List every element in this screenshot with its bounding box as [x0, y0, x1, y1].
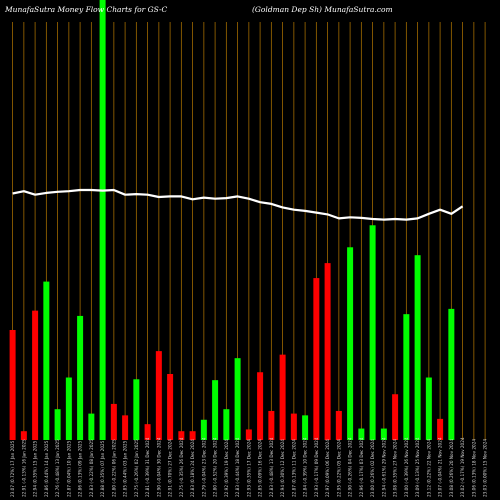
flow-bar [110, 403, 117, 440]
x-tick-label: 22.85 (0.09%) 16 Dec 2024 [258, 439, 263, 497]
flow-bar [133, 379, 140, 440]
money-flow-line [12, 188, 464, 221]
x-tick-label: 22.91 (-0.13%) 16 Jan 2025 [21, 439, 26, 497]
x-tick-label: 22.79 (-0.04%) 23 Dec 2024 [201, 437, 206, 497]
x-tick-label: 22.97 (0.09%) 06 Dec 2024 [325, 439, 330, 497]
flow-bar [20, 431, 27, 440]
x-tick-label: 23.06 (0.13%) 18 Nov 2024 [471, 439, 476, 497]
x-tick-label: 22.80 (-0.52%) 20 Dec 2024 [213, 437, 218, 497]
flow-bar [358, 428, 365, 440]
flow-bar [167, 374, 174, 440]
flow-bar [257, 372, 264, 440]
x-tick-label: 23.07 (-0.04%) 21 Nov 2024 [438, 437, 443, 497]
flow-bars [9, 0, 455, 440]
x-tick-label: 22.75 (-0.26%) 02 Jan 2025 [134, 439, 139, 497]
flow-bar [212, 380, 219, 440]
flow-bar [380, 428, 387, 440]
x-tick-label: 23.08 (0.26%) 20 Nov 2024 [449, 439, 454, 497]
x-tick-label: 23.02 (-0.17%) 19 Nov 2024 [460, 437, 465, 497]
flow-bar [43, 281, 50, 440]
x-tick-label: 22.81 (-0.39%) 31 Dec 2024 [145, 437, 150, 497]
x-tick-label: 22.86 (0.44%) 14 Jan 2025 [44, 440, 49, 497]
flow-bar [279, 354, 286, 440]
flow-bar [99, 0, 106, 440]
x-tick-label: 22.91 (0.70%) 27 Dec 2024 [168, 439, 173, 497]
flow-bar [178, 431, 185, 440]
flow-bar [437, 418, 444, 440]
x-tick-label: 22.92 (0.39%) 19 Dec 2024 [224, 439, 229, 497]
flow-bar [414, 255, 421, 440]
x-tick-label: 22.93 (0.35%) 17 Dec 2024 [246, 439, 251, 497]
x-tick-label: 22.75 (-0.35%) 26 Dec 2024 [179, 437, 184, 497]
x-tick-label: 22.76 (-0.48%) 13 Jan 2025 [55, 439, 60, 497]
chart-subtitle: (Goldman Dep Sh) MunafaSutra.com [252, 5, 393, 14]
chart-title: MunafaSutra Money Flow Charts for GS-C [4, 5, 168, 14]
flow-bar [290, 413, 297, 440]
flow-bar [144, 424, 151, 440]
flow-bar [324, 263, 331, 440]
flow-bar [200, 419, 207, 440]
flow-bar [369, 225, 376, 440]
flow-bar [122, 415, 129, 440]
x-tick-label: 22.83 (-0.48%) 13 Dec 2024 [269, 437, 274, 497]
flow-bar [65, 377, 72, 440]
x-tick-label: 22.95 (0.22%) 05 Dec 2024 [336, 439, 341, 497]
flow-bar [302, 415, 309, 440]
flow-bar [403, 314, 410, 440]
x-tick-label: 23.07 (0.72%) 17 Jan 2025 [10, 440, 15, 497]
x-tick-labels: 23.07 (0.72%) 17 Jan 2025 22.91 (-0.13%) … [10, 437, 488, 497]
x-tick-label: 22.90 (-0.04%) 30 Dec 2024 [156, 437, 161, 497]
flow-bar [448, 308, 455, 440]
flow-bar [9, 330, 16, 440]
x-tick-label: 22.83 (0.18%) 24 Dec 2024 [190, 439, 195, 497]
flow-bar [335, 410, 342, 440]
x-tick-label: 22.85 (0.44%) 03 Jan 2025 [123, 440, 128, 497]
x-tick-label: 22.94 (0.30%) 12 Dec 2024 [280, 439, 285, 497]
flow-bar [32, 310, 39, 440]
flow-bar [313, 278, 320, 440]
flow-bar [392, 394, 399, 440]
flow-bar [223, 409, 230, 440]
flow-bar [77, 315, 84, 440]
x-tick-label: 22.83 (-0.44%) 18 Dec 2024 [235, 437, 240, 497]
x-tick-label: 22.83 (-0.22%) 08 Jan 2025 [89, 439, 94, 497]
flow-bar [268, 410, 275, 440]
flow-bar [234, 358, 241, 440]
flow-bar [155, 351, 162, 440]
x-tick-label: 22.87 (0.13%) 11 Dec 2024 [291, 439, 296, 497]
x-tick-label: 22.87 (0.04%) 10 Jan 2025 [66, 440, 71, 497]
x-tick-label: 22.94 (0.35%) 15 Jan 2025 [33, 440, 38, 497]
flow-bar [347, 247, 354, 440]
x-tick-label: 23.00 (-0.39%) 26 Nov 2024 [404, 437, 409, 497]
x-tick-label: 22.86 (0.13%) 09 Jan 2025 [78, 440, 83, 497]
x-tick-label: 22.94 (-0.61%) 29 Nov 2024 [381, 437, 386, 497]
flow-bar [245, 429, 252, 440]
x-tick-label: 23.12 (0.22%) 22 Nov 2024 [426, 439, 431, 497]
x-tick-label: 22.93 (-0.17%) 09 Dec 2024 [314, 437, 319, 497]
x-tick-label: 22.88 (0.35%) 07 Jan 2025 [100, 440, 105, 497]
x-tick-label: 22.90 (-0.26%) 04 Dec 2024 [348, 437, 353, 497]
flow-bar [189, 431, 196, 440]
x-tick-label: 22.80 (-0.22%) 06 Jan 2025 [111, 439, 116, 497]
x-tick-label: 23.03 (0.00%) 15 Nov 2024 [483, 439, 488, 497]
x-tick-label: 23.00 (0.26%) 02 Dec 2024 [370, 439, 375, 497]
x-tick-label: 22.96 (-0.17%) 03 Dec 2024 [359, 437, 364, 497]
x-tick-label: 23.08 (0.35%) 27 Nov 2024 [393, 439, 398, 497]
flow-bar [54, 409, 61, 440]
flow-bar [88, 413, 95, 440]
x-tick-label: 23.09 (-0.13%) 25 Nov 2024 [415, 437, 420, 497]
flow-bar [425, 377, 432, 440]
x-tick-label: 22.84 (-0.39%) 10 Dec 2024 [303, 437, 308, 497]
